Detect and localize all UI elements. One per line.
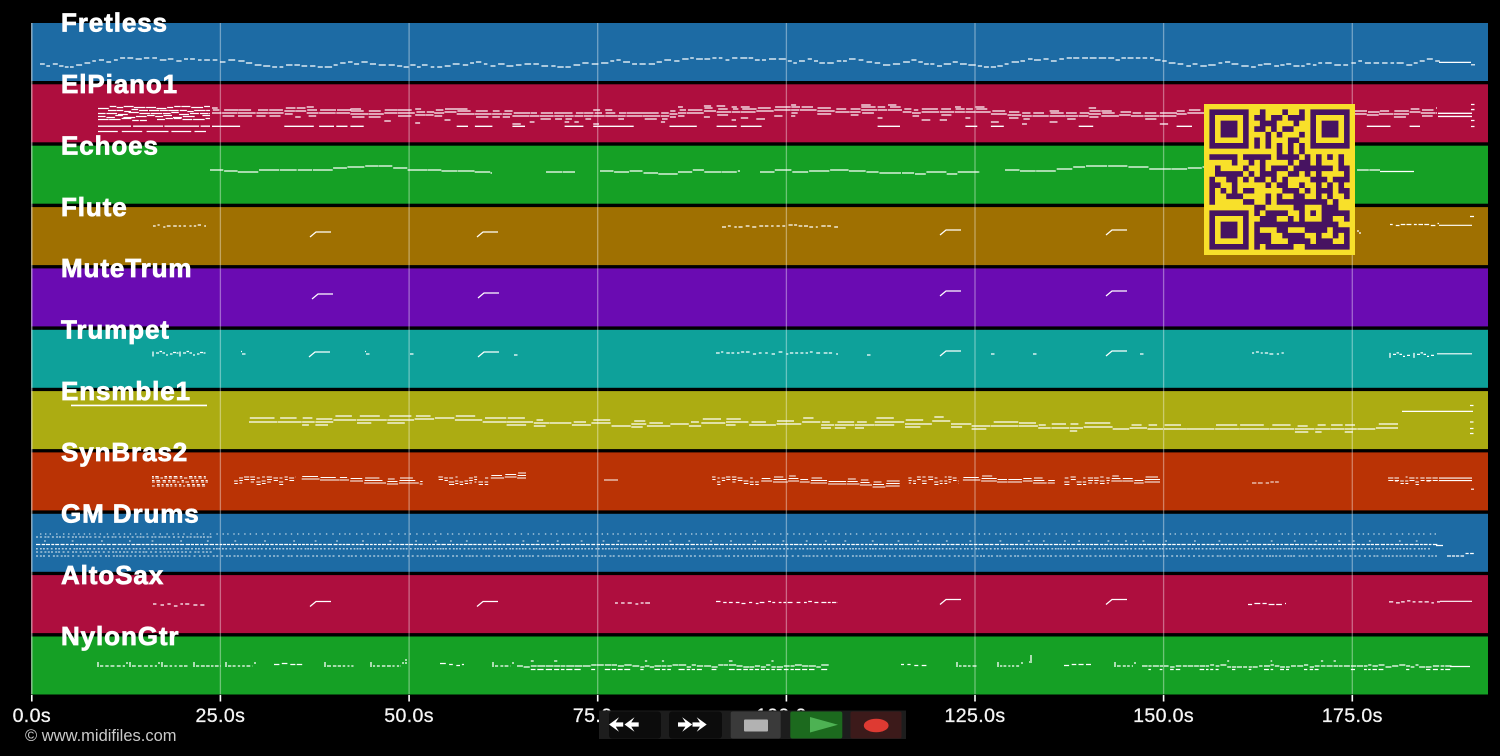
svg-text:NylonGtr: NylonGtr bbox=[61, 621, 179, 651]
svg-text:Flute: Flute bbox=[61, 192, 128, 222]
svg-text:Trumpet: Trumpet bbox=[61, 314, 170, 344]
svg-text:SynBras2: SynBras2 bbox=[61, 437, 188, 467]
svg-text:150.0s: 150.0s bbox=[1133, 705, 1194, 727]
svg-text:ElPiano1: ElPiano1 bbox=[61, 69, 178, 99]
svg-text:© www.midifiles.com: © www.midifiles.com bbox=[25, 727, 177, 745]
svg-text:GM Drums: GM Drums bbox=[61, 499, 200, 529]
svg-text:Echoes: Echoes bbox=[61, 130, 159, 160]
svg-text:175.0s: 175.0s bbox=[1322, 705, 1383, 727]
svg-text:Ensmble1: Ensmble1 bbox=[61, 376, 191, 406]
svg-text:AltoSax: AltoSax bbox=[61, 560, 164, 590]
svg-text:Fretless: Fretless bbox=[61, 8, 168, 38]
svg-text:MuteTrum: MuteTrum bbox=[61, 253, 192, 283]
svg-text:25.0s: 25.0s bbox=[196, 705, 246, 727]
svg-text:0.0s: 0.0s bbox=[13, 705, 51, 727]
svg-text:50.0s: 50.0s bbox=[384, 705, 434, 727]
svg-text:125.0s: 125.0s bbox=[945, 705, 1006, 727]
